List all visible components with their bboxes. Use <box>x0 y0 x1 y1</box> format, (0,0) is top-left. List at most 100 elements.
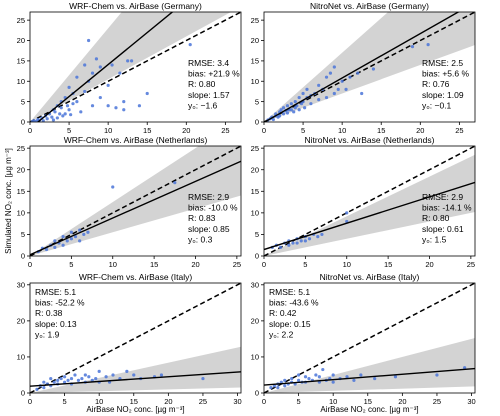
panel-5-point-31 <box>393 375 398 379</box>
panel-4-title: WRF-Chem vs. AirBase (Italy) <box>79 272 193 282</box>
panel-4-x-tick-label-2: 10 <box>95 397 103 406</box>
panel-5-point-21 <box>321 367 325 372</box>
panel-5-point-16 <box>307 376 311 381</box>
panel-2-title: WRF-Chem vs. AirBase (Netherlands) <box>64 135 208 145</box>
panel-0-stat-rmse: RMSE: 3.4 <box>188 58 229 68</box>
panel-0-plot-area <box>30 12 241 122</box>
panel-2-y-tick-label-0: 0 <box>21 252 25 261</box>
panel-0-point-12 <box>51 118 56 122</box>
panel-0-point-28 <box>75 100 79 104</box>
panel-5-point-27 <box>345 375 349 379</box>
panel-4-point-11 <box>62 380 67 384</box>
panel-0-point-44 <box>118 71 122 75</box>
panel-2-stat-slope: slope: 0.85 <box>188 224 230 234</box>
panel-1-y-tick-label-5: 25 <box>251 16 259 25</box>
panel-1-point-3 <box>271 117 275 122</box>
panel-5-point-18 <box>314 373 318 377</box>
panel-0-point-39 <box>98 65 102 69</box>
panel-1-y-tick-label-4: 20 <box>251 36 259 45</box>
panel-1-point-14 <box>285 104 290 108</box>
panel-2-point-8 <box>61 234 65 239</box>
panel-0-point-35 <box>90 104 95 108</box>
panel-5-point-25 <box>331 380 335 384</box>
panel-2-point-17 <box>111 185 115 189</box>
panel-5-point-0 <box>269 385 273 390</box>
panel-2-point-7 <box>61 243 65 247</box>
panel-0-point-49 <box>137 104 142 108</box>
panel-5-point-3 <box>276 385 280 390</box>
panel-0-point-6 <box>41 119 45 122</box>
panel-3-x-tick-label-0: 0 <box>262 260 266 269</box>
panel-0-regression-line <box>36 12 174 122</box>
panel-1-point-40 <box>332 65 336 69</box>
panel-5-point-24 <box>331 373 335 377</box>
panel-1-x-tick-label-1: 5 <box>301 126 305 135</box>
panel-4-stat-y0: y₀: 1.9 <box>35 329 60 339</box>
panel-1-point-46 <box>360 91 364 96</box>
panel-0-point-10 <box>50 115 54 119</box>
panel-5-stat-y0: y₀: 2.2 <box>269 329 294 339</box>
panel-0-point-48 <box>129 59 134 63</box>
panel-2-x-tick-label-5: 25 <box>233 260 241 269</box>
panel-0-stat-slope: slope: 1.57 <box>188 90 230 100</box>
panel-1-x-tick-label-3: 15 <box>377 126 385 135</box>
panel-4-y-tick-label-2: 20 <box>17 317 25 326</box>
panel-4-point-34 <box>159 373 164 377</box>
panel-0-x-tick-label-2: 10 <box>104 126 112 135</box>
panel-1-point-37 <box>324 75 329 79</box>
panel-5-y-tick-label-1: 10 <box>251 353 259 362</box>
panel-1-point-41 <box>336 87 340 92</box>
panel-5-x-tick-label-2: 10 <box>329 397 337 406</box>
panel-4-point-7 <box>52 380 56 384</box>
panel-2-y-tick-label-4: 20 <box>17 165 25 174</box>
panel-4-stat-rmse: RMSE: 5.1 <box>35 287 76 297</box>
panel-5-point-5 <box>283 384 287 388</box>
panel-1-plot-area <box>264 12 475 122</box>
panel-0-stat-y0: y₀: −1.6 <box>188 100 218 110</box>
panel-5: 0 5 10 15 20 25 30 0 10 20 30 NitroNet vs. AirBase … <box>251 272 476 406</box>
panel-1-point-44 <box>348 75 352 79</box>
panel-1-point-18 <box>292 110 296 114</box>
panel-3-stat-rmse: RMSE: 2.9 <box>422 192 463 202</box>
panel-3-x-tick-label-1: 5 <box>303 260 307 269</box>
panel-4-point-18 <box>80 376 84 381</box>
panel-0-point-51 <box>188 42 192 47</box>
panel-1-point-8 <box>278 114 282 118</box>
panel-1-x-tick-label-5: 25 <box>455 126 463 135</box>
panel-4-point-13 <box>66 378 70 382</box>
panel-0-point-16 <box>58 112 62 116</box>
panel-3-x-tick-label-5: 25 <box>467 260 475 269</box>
panel-5-plot-area <box>264 283 475 393</box>
panel-1-y-tick-label-3: 15 <box>251 57 259 66</box>
panel-1-stat-rmse: RMSE: 2.5 <box>422 58 463 68</box>
panel-4-point-30 <box>125 369 129 373</box>
panel-4-x-tick-label-5: 25 <box>199 397 207 406</box>
panel-0-y-tick-label-4: 20 <box>17 36 25 45</box>
panel-4-point-12 <box>62 375 67 379</box>
panel-2-point-16 <box>86 230 90 234</box>
panel-2-point-9 <box>65 239 69 243</box>
panel-3-point-16 <box>345 211 349 215</box>
panel-0-point-24 <box>67 85 71 89</box>
panel-0-point-19 <box>61 114 65 118</box>
panel-4-point-16 <box>73 373 77 377</box>
panel-3-y-tick-label-5: 25 <box>251 144 259 153</box>
panel-0-point-15 <box>55 116 59 120</box>
panel-0-point-18 <box>59 106 63 110</box>
panel-5-stat-rmse: RMSE: 5.1 <box>269 287 310 297</box>
panel-2-y-tick-label-3: 15 <box>17 187 25 196</box>
panel-1-point-47 <box>371 67 376 71</box>
panel-5-point-20 <box>317 375 321 379</box>
panel-1-point-33 <box>317 97 321 102</box>
y-axis-label: Simulated NO₂ conc. [µg m⁻³] <box>4 148 13 254</box>
panel-4-y-tick-label-0: 0 <box>21 389 25 398</box>
panel-2-y-tick-label-1: 5 <box>21 230 25 239</box>
panel-1-point-17 <box>289 108 293 112</box>
panel-3-x-tick-label-2: 10 <box>343 260 351 269</box>
panel-0-x-tick-label-3: 15 <box>143 126 151 135</box>
panel-4-point-0 <box>35 387 39 391</box>
panel-5-stat-bias: bias: -43.6 % <box>269 298 319 308</box>
panel-1-point-13 <box>285 111 290 115</box>
panel-0-point-40 <box>106 83 110 87</box>
panel-4: 0 5 10 15 20 25 30 0 10 20 30 WRF-Chem vs. AirBase … <box>17 272 242 406</box>
